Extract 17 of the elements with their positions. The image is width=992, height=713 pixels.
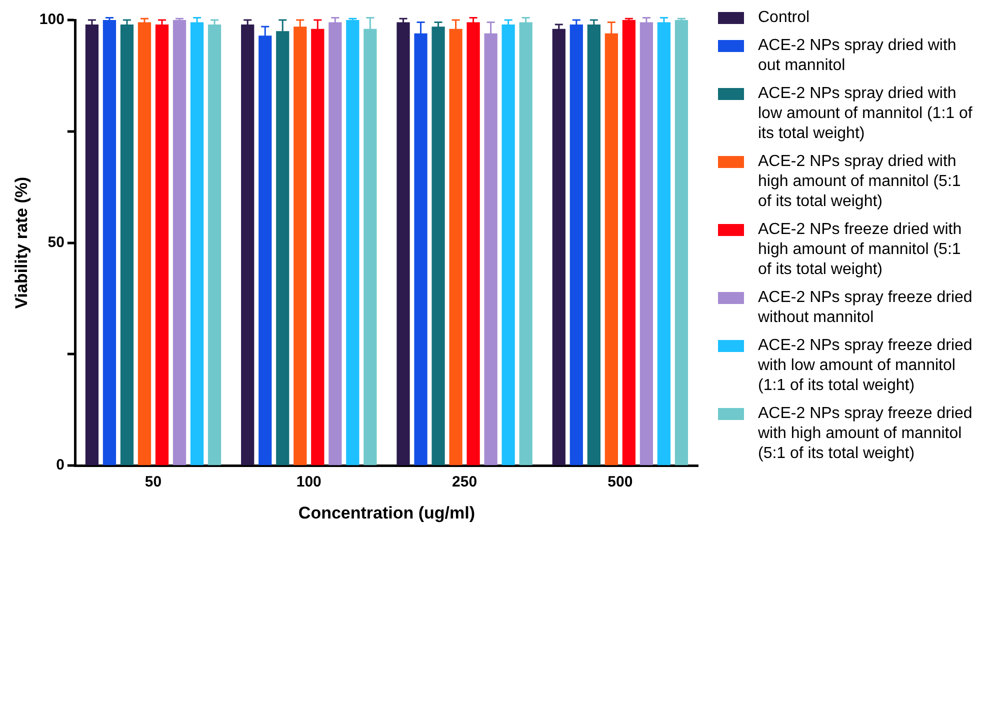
y-tick-label: 100 [39,11,64,28]
legend-label: ACE-2 NPs freeze dried with high amount of mannitol (5:1 of its total weight) [758,220,963,280]
legend-label: ACE-2 NPs spray freeze dried with high amount of mannitol (5:1 of its total weight) [758,404,974,464]
legend-label: ACE-2 NPs spray dried with high amount of mannitol (5:1 of its total weight) [758,152,962,212]
x-tick-label: 250 [452,474,478,491]
y-tick-label: 0 [56,456,64,474]
legend-label: ACE-2 NPs spray freeze dried with low amount of mannitol (1:1 of its total weight) [758,336,974,396]
x-tick-label: 100 [296,474,322,491]
x-tick-label: 500 [608,474,633,491]
x-axis-title: Concentration (ug/ml) [298,503,476,522]
y-axis-title: Viability rate (%) [12,176,31,309]
legend-label: ACE-2 NPs spray dried with low amount of mannitol (1:1 of its total weight) [758,84,974,144]
legend-label: ACE-2 NPs spray freeze dried without mannitol [758,288,974,328]
legend-label: ACE-2 NPs spray dried with out mannitol [758,36,958,76]
x-tick-label: 50 [144,474,162,491]
y-tick-label: 50 [48,234,64,251]
legend-label: Control [758,8,810,28]
